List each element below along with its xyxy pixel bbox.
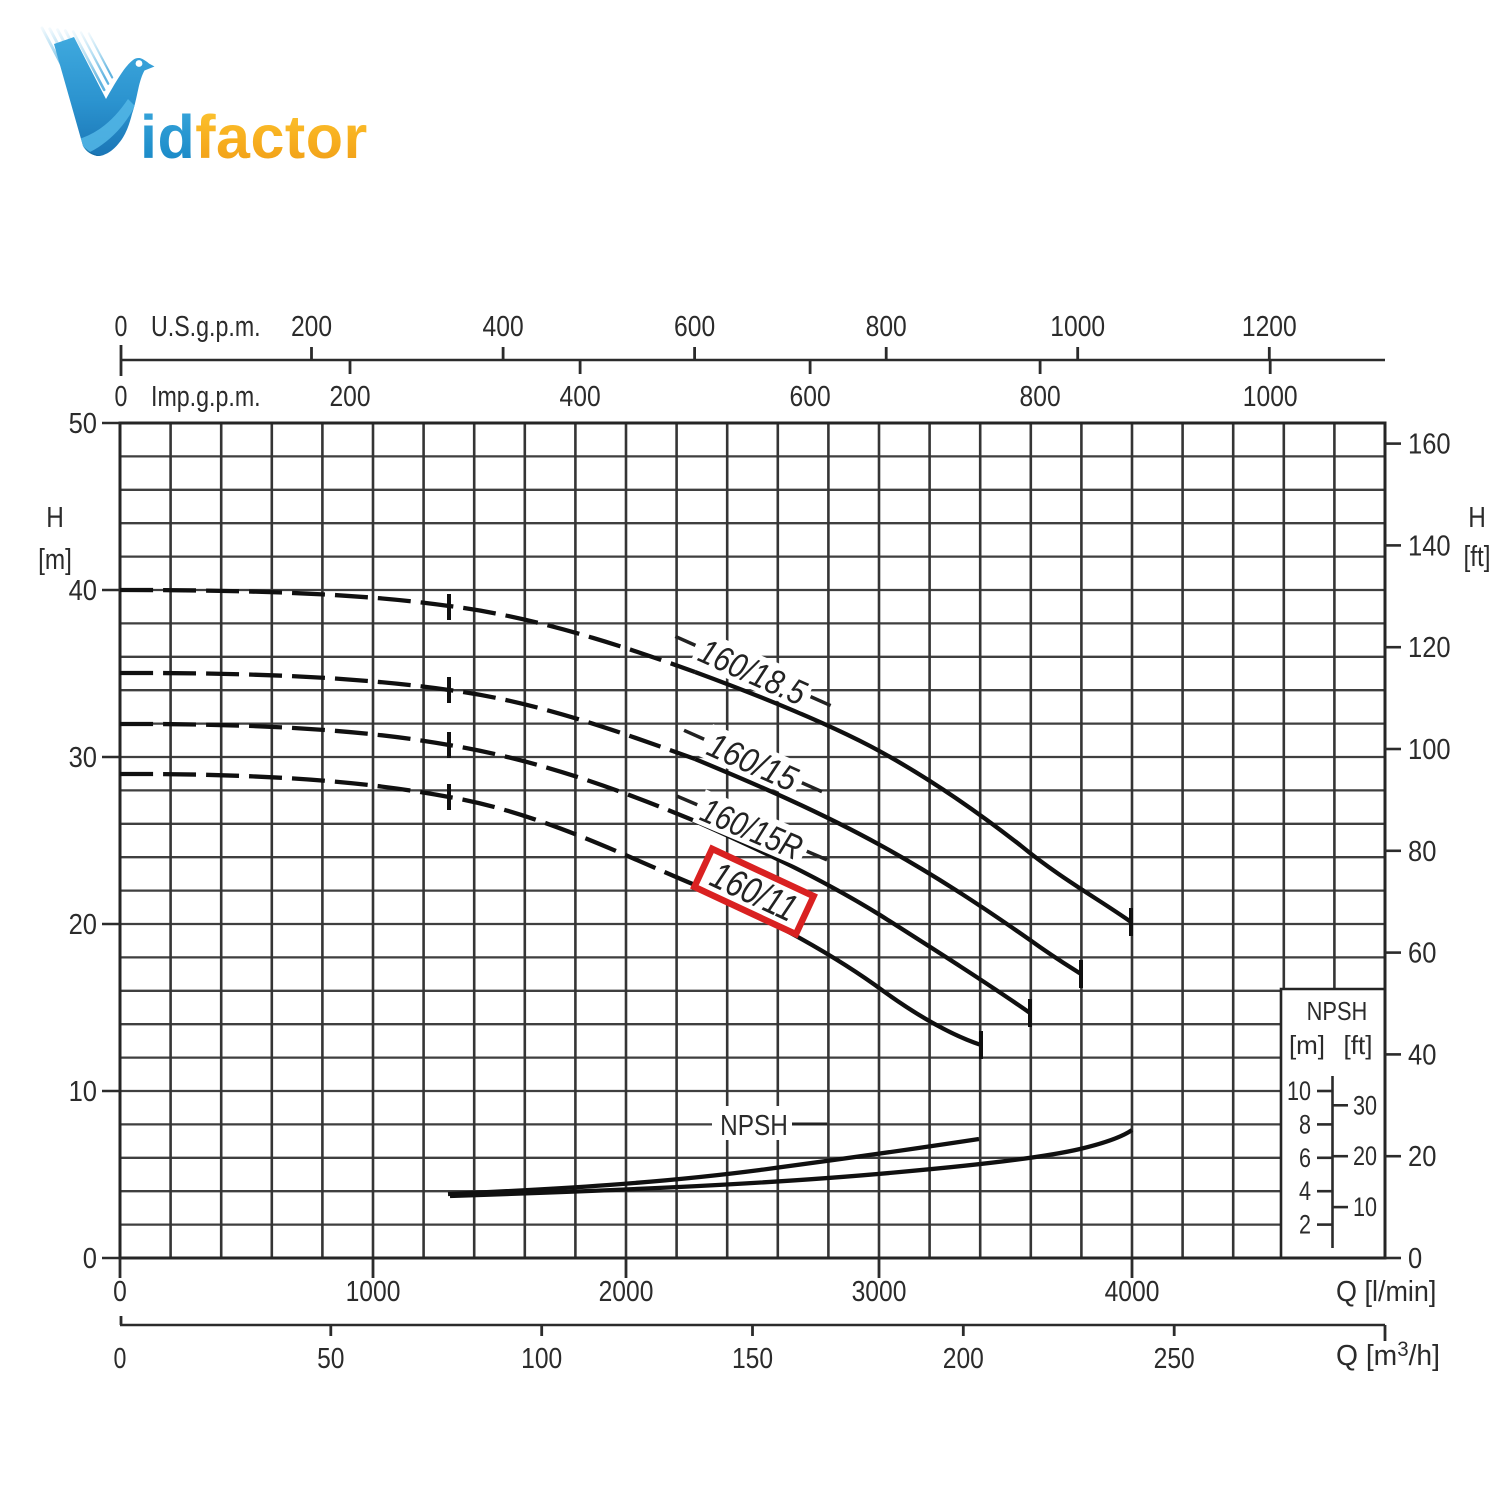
svg-text:120: 120: [1408, 632, 1451, 664]
svg-text:4000: 4000: [1105, 1276, 1160, 1308]
svg-text:10: 10: [1287, 1076, 1311, 1106]
svg-text:600: 600: [674, 311, 715, 343]
svg-text:40: 40: [1408, 1039, 1436, 1071]
svg-text:[m]: [m]: [1289, 1030, 1325, 1060]
svg-text:400: 400: [483, 311, 524, 343]
svg-text:10: 10: [69, 1076, 97, 1108]
svg-text:40: 40: [69, 575, 97, 607]
svg-text:20: 20: [1353, 1141, 1377, 1171]
svg-text:Q [m3/h]: Q [m3/h]: [1336, 1338, 1440, 1372]
svg-text:1000: 1000: [346, 1276, 401, 1308]
svg-text:80: 80: [1408, 836, 1436, 868]
svg-text:30: 30: [69, 742, 97, 774]
svg-text:600: 600: [790, 381, 831, 413]
svg-text:6: 6: [1299, 1143, 1311, 1173]
svg-text:Imp.g.p.m.: Imp.g.p.m.: [151, 381, 261, 413]
svg-text:200: 200: [943, 1343, 984, 1375]
svg-text:0: 0: [1408, 1243, 1422, 1275]
svg-text:800: 800: [866, 311, 907, 343]
svg-text:10: 10: [1353, 1192, 1377, 1222]
svg-text:140: 140: [1408, 530, 1451, 562]
svg-text:4: 4: [1299, 1176, 1311, 1206]
svg-text:0: 0: [114, 1343, 127, 1375]
svg-text:1000: 1000: [1050, 311, 1105, 343]
svg-text:2: 2: [1299, 1210, 1311, 1240]
svg-text:50: 50: [317, 1343, 344, 1375]
svg-text:100: 100: [1408, 734, 1451, 766]
svg-text:3000: 3000: [852, 1276, 907, 1308]
svg-text:20: 20: [1408, 1141, 1436, 1173]
svg-text:[m]: [m]: [38, 544, 72, 576]
svg-text:0: 0: [113, 1276, 127, 1308]
svg-text:200: 200: [329, 381, 370, 413]
svg-text:idfactor: idfactor: [140, 103, 368, 171]
svg-text:250: 250: [1154, 1343, 1195, 1375]
svg-text:0: 0: [115, 381, 128, 413]
svg-text:60: 60: [1408, 938, 1436, 970]
svg-text:30: 30: [1353, 1090, 1377, 1120]
svg-text:160: 160: [1408, 429, 1451, 461]
svg-text:U.S.g.p.m.: U.S.g.p.m.: [151, 311, 261, 343]
svg-text:[ft]: [ft]: [1463, 541, 1490, 573]
svg-text:8: 8: [1299, 1109, 1311, 1139]
svg-text:[ft]: [ft]: [1344, 1030, 1373, 1060]
svg-text:20: 20: [69, 909, 97, 941]
svg-text:H: H: [46, 502, 64, 534]
svg-text:150: 150: [732, 1343, 773, 1375]
svg-text:1200: 1200: [1242, 311, 1297, 343]
svg-text:H: H: [1468, 502, 1486, 534]
svg-text:800: 800: [1020, 381, 1061, 413]
svg-text:NPSH: NPSH: [720, 1110, 788, 1142]
svg-text:50: 50: [69, 408, 97, 440]
svg-text:Q [l/min]: Q [l/min]: [1336, 1276, 1436, 1308]
svg-text:400: 400: [560, 381, 601, 413]
svg-text:2000: 2000: [599, 1276, 654, 1308]
svg-text:0: 0: [115, 311, 128, 343]
svg-text:100: 100: [521, 1343, 562, 1375]
svg-text:1000: 1000: [1243, 381, 1298, 413]
svg-text:0: 0: [83, 1243, 97, 1275]
svg-text:NPSH: NPSH: [1307, 996, 1368, 1026]
svg-text:200: 200: [291, 311, 332, 343]
